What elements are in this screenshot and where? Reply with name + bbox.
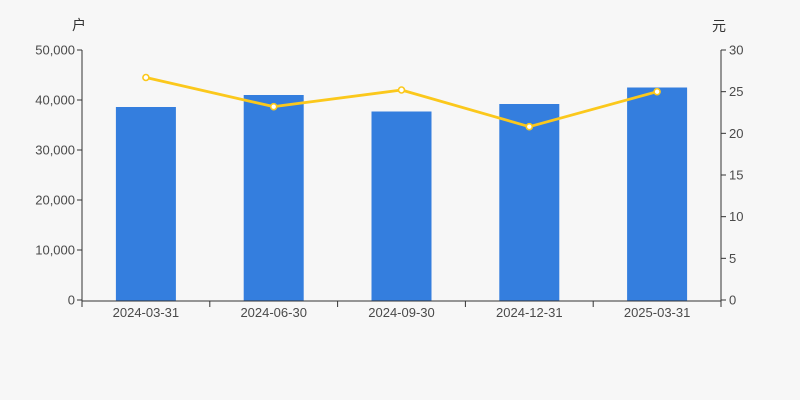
right-axis-tick-label: 0 [729, 293, 736, 308]
left-axis-tick-label: 40,000 [35, 93, 75, 108]
line-point[interactable] [525, 122, 534, 131]
axes-group: 010,00020,00030,00040,00050,000051015202… [35, 43, 743, 321]
line-point[interactable] [397, 86, 406, 94]
x-axis-category-label: 2024-03-31 [113, 305, 180, 320]
bar[interactable] [499, 104, 560, 301]
right-axis-unit-label: 元 [712, 18, 726, 34]
bar[interactable] [243, 95, 304, 301]
right-axis-tick-label: 15 [729, 168, 743, 183]
x-axis-category-label: 2025-03-31 [624, 305, 691, 320]
left-axis-unit-label: 户 [72, 17, 86, 33]
x-axis-category-label: 2024-12-31 [496, 305, 563, 320]
line-group [142, 73, 661, 131]
left-axis-tick-label: 50,000 [35, 43, 75, 58]
left-axis-tick-label: 30,000 [35, 143, 75, 158]
line-point[interactable] [653, 87, 661, 96]
x-axis-category-label: 2024-09-30 [368, 305, 435, 320]
right-axis-tick-label: 10 [729, 209, 743, 224]
bar[interactable] [627, 87, 688, 302]
bars-group [115, 87, 688, 302]
bar[interactable] [371, 111, 432, 302]
left-axis-tick-label: 20,000 [35, 193, 75, 208]
right-axis-tick-label: 25 [729, 84, 743, 99]
right-axis-tick-label: 5 [729, 251, 736, 266]
left-axis-tick-label: 10,000 [35, 243, 75, 258]
left-axis-tick-label: 0 [68, 293, 75, 308]
bar[interactable] [115, 107, 176, 301]
right-axis-tick-label: 30 [729, 43, 743, 58]
right-axis-tick-label: 20 [729, 126, 743, 141]
x-axis-category-label: 2024-06-30 [240, 305, 307, 320]
line-point[interactable] [142, 73, 150, 82]
line-point[interactable] [269, 102, 278, 111]
